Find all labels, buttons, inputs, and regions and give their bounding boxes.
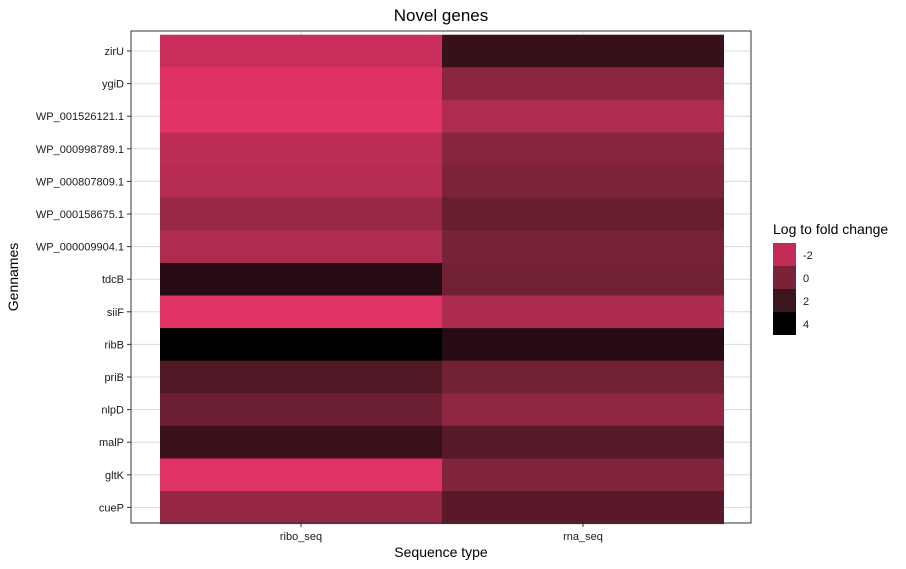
- legend-label: 0: [803, 273, 809, 285]
- heatmap-cell: [442, 328, 724, 362]
- heatmap-cell: [442, 425, 724, 459]
- y-tick-label: nlpD: [101, 405, 124, 417]
- y-tick-label: ygiD: [102, 79, 124, 91]
- y-tick-label: malP: [99, 437, 124, 449]
- y-axis-ticks: zirU ygiD WP_001526121.1 WP_000998789.1 WP_0…: [36, 46, 131, 514]
- legend-keys: -2 0 2 4: [773, 243, 813, 335]
- heatmap-cell: [442, 458, 724, 492]
- legend-key: [773, 312, 796, 335]
- y-tick-label: WP_000807809.1: [36, 176, 124, 188]
- y-tick-label: tdcB: [102, 274, 124, 286]
- x-tick-label: rna_seq: [563, 531, 603, 543]
- y-tick-label: cueP: [99, 502, 124, 514]
- y-tick-label: ribB: [104, 339, 124, 351]
- heatmap-cell: [160, 99, 442, 133]
- chart-title: Novel genes: [394, 6, 489, 25]
- heatmap-cell: [442, 393, 724, 427]
- legend-label: -2: [803, 250, 813, 262]
- heatmap-cell: [160, 393, 442, 427]
- heatmap-cell: [160, 295, 442, 329]
- y-tick-label: gltK: [105, 470, 125, 482]
- heatmap-cell: [160, 328, 442, 362]
- y-tick-label: WP_001526121.1: [36, 111, 124, 123]
- heatmap-cell: [160, 458, 442, 492]
- y-tick-label: WP_000158675.1: [36, 209, 124, 221]
- heatmap-cell: [160, 197, 442, 231]
- x-axis-ticks: ribo_seq rna_seq: [280, 523, 603, 543]
- heatmap-cell: [160, 67, 442, 101]
- legend: Log to fold change -2 0 2 4: [773, 221, 888, 335]
- heatmap-cell: [160, 165, 442, 199]
- plot-panel-border: [130, 30, 752, 524]
- y-tick-label: siiF: [107, 307, 124, 319]
- heatmap-cell: [442, 67, 724, 101]
- legend-label: 2: [803, 296, 809, 308]
- heatmap-cell: [160, 34, 442, 68]
- y-tick-label: WP_000998789.1: [36, 144, 124, 156]
- heatmap-cell: [442, 132, 724, 166]
- heatmap-cell: [442, 360, 724, 394]
- y-axis-title: Gennames: [5, 243, 21, 311]
- heatmap-cell: [160, 132, 442, 166]
- y-tick-label: zirU: [104, 46, 124, 58]
- legend-key: [773, 289, 796, 312]
- legend-key: [773, 266, 796, 289]
- legend-title: Log to fold change: [773, 221, 888, 237]
- heatmap-cell: [442, 262, 724, 296]
- x-tick-label: ribo_seq: [280, 531, 322, 543]
- heatmap-cell: [442, 230, 724, 264]
- heatmap-cell: [160, 425, 442, 459]
- legend-key: [773, 243, 796, 266]
- heatmap-cell: [160, 360, 442, 394]
- heatmap-cell: [160, 262, 442, 296]
- heatmap-cell: [442, 491, 724, 525]
- heatmap-cell: [442, 197, 724, 231]
- heatmap-cell: [442, 34, 724, 68]
- x-axis-title: Sequence type: [394, 544, 488, 560]
- legend-label: 4: [803, 319, 809, 331]
- y-tick-label: WP_000009904.1: [36, 242, 124, 254]
- heatmap-cell: [160, 491, 442, 525]
- heatmap-cell: [442, 99, 724, 133]
- heatmap-cells: [160, 34, 724, 525]
- heatmap-cell: [442, 295, 724, 329]
- y-tick-label: priB: [104, 372, 124, 384]
- heatmap-cell: [160, 230, 442, 264]
- heatmap-cell: [442, 165, 724, 199]
